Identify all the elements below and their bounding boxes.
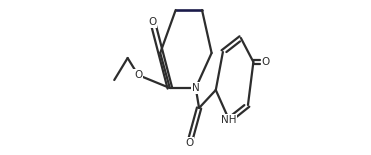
Text: NH: NH	[221, 115, 237, 125]
Text: N: N	[192, 83, 200, 93]
Text: O: O	[148, 17, 157, 27]
Text: O: O	[186, 138, 194, 148]
Text: O: O	[134, 70, 142, 80]
Text: O: O	[261, 57, 269, 67]
